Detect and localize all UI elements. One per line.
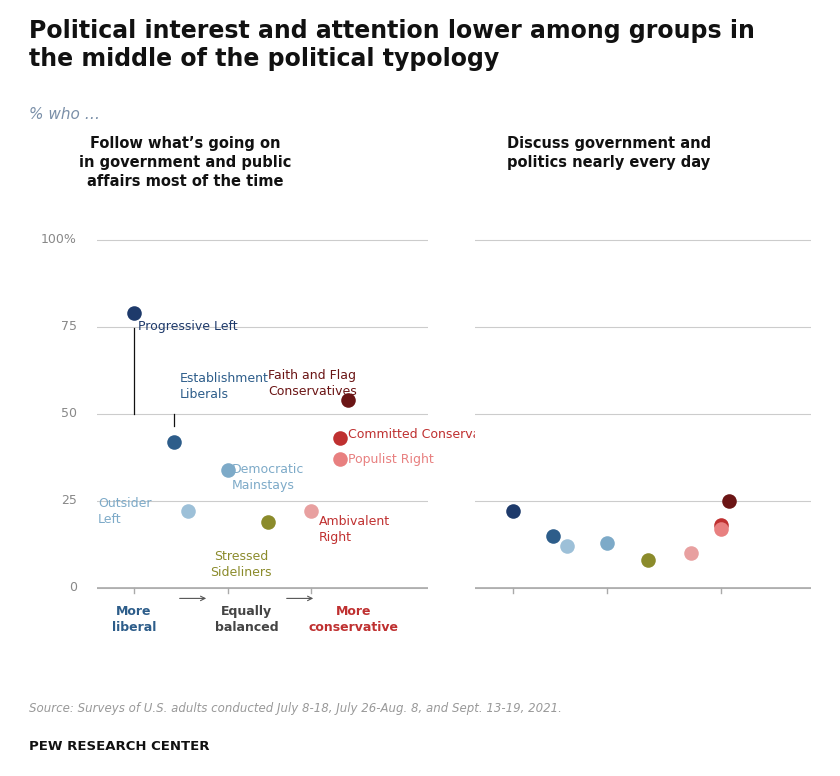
Point bbox=[641, 554, 654, 566]
Point bbox=[181, 505, 194, 518]
Point bbox=[506, 505, 519, 518]
Point bbox=[715, 519, 728, 532]
Text: Follow what’s going on
in government and public
affairs most of the time: Follow what’s going on in government and… bbox=[79, 136, 291, 189]
Point bbox=[128, 307, 141, 319]
Text: Progressive Left: Progressive Left bbox=[139, 320, 238, 333]
Point bbox=[167, 435, 181, 448]
Point bbox=[304, 505, 318, 518]
Point bbox=[261, 515, 275, 528]
Text: % who …: % who … bbox=[29, 107, 101, 122]
Text: Establishment
Liberals: Establishment Liberals bbox=[180, 372, 269, 401]
Text: More
liberal: More liberal bbox=[112, 605, 156, 634]
Text: 0: 0 bbox=[69, 581, 76, 594]
Point bbox=[722, 494, 736, 507]
Text: Stressed
Sideliners: Stressed Sideliners bbox=[210, 549, 272, 579]
Text: 50: 50 bbox=[60, 407, 76, 421]
Point bbox=[547, 529, 560, 542]
Text: More
conservative: More conservative bbox=[308, 605, 398, 634]
Text: Outsider
Left: Outsider Left bbox=[98, 497, 152, 526]
Text: 100%: 100% bbox=[41, 233, 76, 246]
Text: Equally
balanced: Equally balanced bbox=[215, 605, 278, 634]
Point bbox=[685, 547, 698, 559]
Text: Political interest and attention lower among groups in
the middle of the politic: Political interest and attention lower a… bbox=[29, 19, 755, 71]
Point bbox=[560, 540, 574, 553]
Point bbox=[221, 463, 234, 476]
Text: 75: 75 bbox=[60, 320, 76, 333]
Point bbox=[715, 522, 728, 535]
Point bbox=[333, 453, 347, 466]
Point bbox=[333, 432, 347, 445]
Text: Source: Surveys of U.S. adults conducted July 8-18, July 26-Aug. 8, and Sept. 13: Source: Surveys of U.S. adults conducted… bbox=[29, 702, 562, 715]
Text: Faith and Flag
Conservatives: Faith and Flag Conservatives bbox=[268, 369, 357, 397]
Text: 25: 25 bbox=[60, 494, 76, 508]
Text: Committed Conservatives: Committed Conservatives bbox=[348, 428, 511, 442]
Text: Ambivalent
Right: Ambivalent Right bbox=[318, 514, 390, 544]
Text: Discuss government and
politics nearly every day: Discuss government and politics nearly e… bbox=[507, 136, 711, 170]
Text: PEW RESEARCH CENTER: PEW RESEARCH CENTER bbox=[29, 740, 210, 753]
Text: Populist Right: Populist Right bbox=[348, 452, 434, 466]
Text: Democratic
Mainstays: Democratic Mainstays bbox=[232, 462, 304, 491]
Point bbox=[341, 393, 354, 406]
Point bbox=[601, 536, 614, 549]
